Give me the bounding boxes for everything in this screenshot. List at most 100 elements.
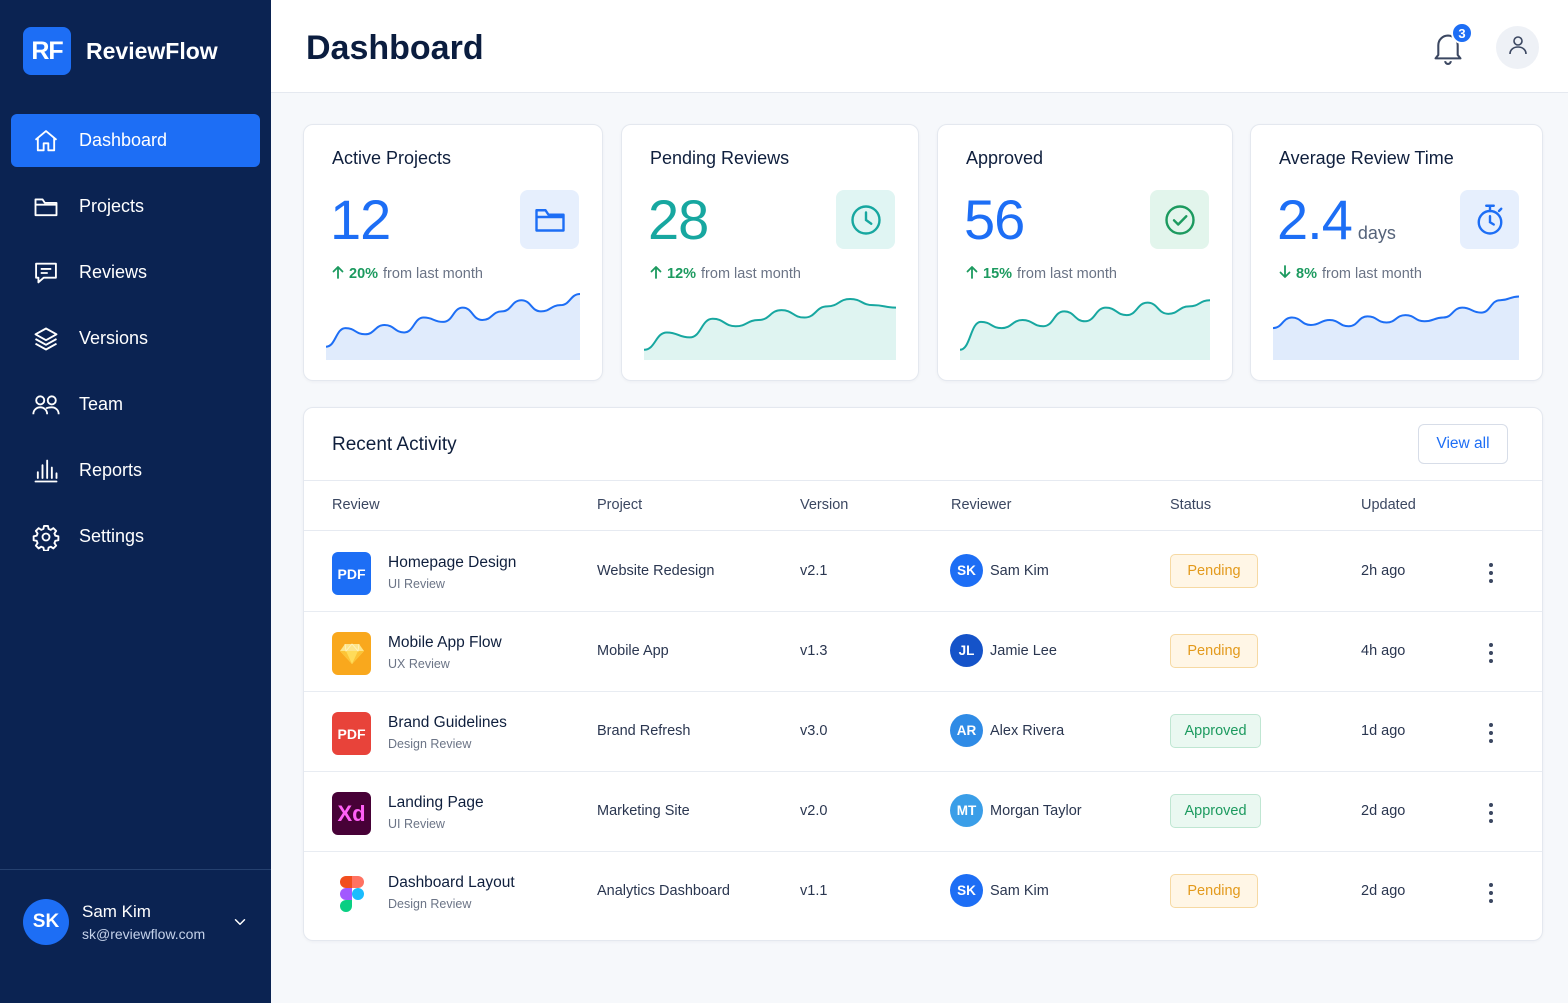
check-circle-icon — [1150, 190, 1209, 249]
version: v2.0 — [800, 803, 828, 819]
stat-change: 20% from last month — [332, 265, 483, 283]
column-header-version[interactable]: Version — [800, 497, 849, 513]
user-icon — [1506, 33, 1530, 62]
sidebar-item-label: Reports — [79, 460, 143, 480]
review-type: Design Review — [388, 897, 472, 911]
sparkline-area — [1273, 296, 1519, 360]
sidebar-item-label: Reviews — [79, 262, 148, 282]
reviewer-name: Jamie Lee — [990, 643, 1057, 659]
stat-change-text: from last month — [1321, 266, 1422, 282]
review-type: UI Review — [388, 577, 445, 591]
stat-card-average-review-time[interactable]: Average Review Time 2.4 days 8% from last… — [1250, 124, 1543, 381]
review-name[interactable]: Mobile App Flow — [388, 634, 502, 651]
more-options-icon[interactable] — [1480, 560, 1502, 586]
review-type: Design Review — [388, 737, 472, 751]
profile-button[interactable] — [1496, 26, 1539, 69]
updated-time: 2d ago — [1361, 803, 1406, 819]
status-badge: Approved — [1170, 714, 1261, 748]
column-header-status[interactable]: Status — [1170, 497, 1212, 513]
sidebar-divider — [0, 869, 271, 870]
sidebar-item-label: Dashboard — [79, 130, 168, 150]
sidebar-item-team[interactable]: Team — [11, 378, 260, 431]
arrow-up-icon — [332, 265, 344, 283]
column-header-reviewer[interactable]: Reviewer — [951, 497, 1012, 513]
stat-change-pct: 20% — [349, 266, 379, 282]
xd-file-icon: Xd — [332, 792, 371, 835]
column-header-project[interactable]: Project — [597, 497, 643, 513]
stat-card-pending-reviews[interactable]: Pending Reviews 28 12% from last month — [621, 124, 919, 381]
stat-value: 56 — [964, 188, 1025, 251]
status-badge: Pending — [1170, 554, 1258, 588]
brand[interactable]: RF ReviewFlow — [23, 27, 218, 75]
column-header-review[interactable]: Review — [332, 497, 380, 513]
pdf-file-icon: PDF — [332, 552, 371, 595]
brand-logo: RF — [23, 27, 71, 75]
sidebar-item-projects[interactable]: Projects — [11, 180, 260, 233]
project-name: Analytics Dashboard — [597, 883, 730, 899]
figma-file-icon — [332, 872, 371, 915]
table-row[interactable]: PDF Homepage Design UI Review Website Re… — [304, 532, 1542, 612]
sparkline-line — [960, 299, 1210, 351]
stat-card-active-projects[interactable]: Active Projects 12 20% from last month — [303, 124, 603, 381]
more-options-icon[interactable] — [1480, 800, 1502, 826]
sparkline-line — [644, 297, 896, 351]
avatar: SK — [950, 874, 983, 907]
reviewer-name: Sam Kim — [990, 883, 1049, 899]
more-options-icon[interactable] — [1480, 640, 1502, 666]
sidebar: RF ReviewFlow Dashboard Projects Reviews — [0, 0, 271, 1003]
column-header-updated[interactable]: Updated — [1361, 497, 1416, 513]
review-name[interactable]: Brand Guidelines — [388, 714, 507, 731]
stat-unit: days — [1357, 223, 1396, 243]
table-row[interactable]: Xd Landing Page UI Review Marketing Site… — [304, 772, 1542, 852]
sidebar-item-label: Settings — [79, 526, 145, 546]
sidebar-item-settings[interactable]: Settings — [11, 510, 260, 563]
project-name: Mobile App — [597, 643, 669, 659]
clock-icon — [836, 190, 895, 249]
status-badge: Pending — [1170, 874, 1258, 908]
sparkline-area — [960, 300, 1210, 360]
folder-icon — [520, 190, 579, 249]
stat-card-approved[interactable]: Approved 56 15% from last month — [937, 124, 1233, 381]
avatar: AR — [950, 714, 983, 747]
bar-chart-icon — [31, 456, 61, 486]
status-badge: Approved — [1170, 794, 1261, 828]
chevron-down-icon[interactable] — [231, 913, 249, 936]
sparkline-chart — [1273, 295, 1519, 360]
more-options-icon[interactable] — [1480, 880, 1502, 906]
arrow-down-icon — [1279, 265, 1291, 283]
user-menu[interactable]: SK Sam Kim sk@reviewflow.com — [23, 897, 253, 947]
sidebar-item-versions[interactable]: Versions — [11, 312, 260, 365]
updated-time: 2h ago — [1361, 563, 1406, 579]
table-row[interactable]: PDF Brand Guidelines Design Review Brand… — [304, 692, 1542, 772]
brand-name: ReviewFlow — [86, 37, 218, 64]
sparkline-chart — [960, 299, 1210, 360]
stat-title: Active Projects — [332, 148, 452, 168]
sparkline-line — [1273, 295, 1519, 330]
sidebar-item-reviews[interactable]: Reviews — [11, 246, 260, 299]
stat-change-text: from last month — [701, 266, 801, 282]
stat-value: 12 — [330, 188, 391, 251]
arrow-up-icon — [966, 265, 978, 283]
stat-change-pct: 12% — [667, 266, 697, 282]
avatar: MT — [950, 794, 983, 827]
stat-change: 15% from last month — [966, 265, 1117, 283]
review-name[interactable]: Dashboard Layout — [388, 874, 515, 891]
stopwatch-icon — [1460, 190, 1519, 249]
review-name[interactable]: Landing Page — [388, 794, 484, 811]
stat-change-pct: 15% — [983, 266, 1013, 282]
version: v1.1 — [800, 883, 828, 899]
sparkline-chart — [326, 293, 580, 360]
stat-change-text: from last month — [1017, 266, 1117, 282]
user-name: Sam Kim — [82, 902, 151, 921]
sparkline-area — [326, 294, 580, 360]
sidebar-item-reports[interactable]: Reports — [11, 444, 260, 497]
status-badge: Pending — [1170, 634, 1258, 668]
review-name[interactable]: Homepage Design — [388, 554, 517, 571]
sidebar-item-dashboard[interactable]: Dashboard — [11, 114, 260, 167]
sidebar-nav: Dashboard Projects Reviews Versions Team — [11, 114, 260, 576]
view-all-button[interactable]: View all — [1418, 424, 1508, 464]
table-row[interactable]: Mobile App Flow UX Review Mobile App v1.… — [304, 612, 1542, 692]
table-row[interactable]: Dashboard Layout Design Review Analytics… — [304, 852, 1542, 932]
updated-time: 2d ago — [1361, 883, 1406, 899]
more-options-icon[interactable] — [1480, 720, 1502, 746]
